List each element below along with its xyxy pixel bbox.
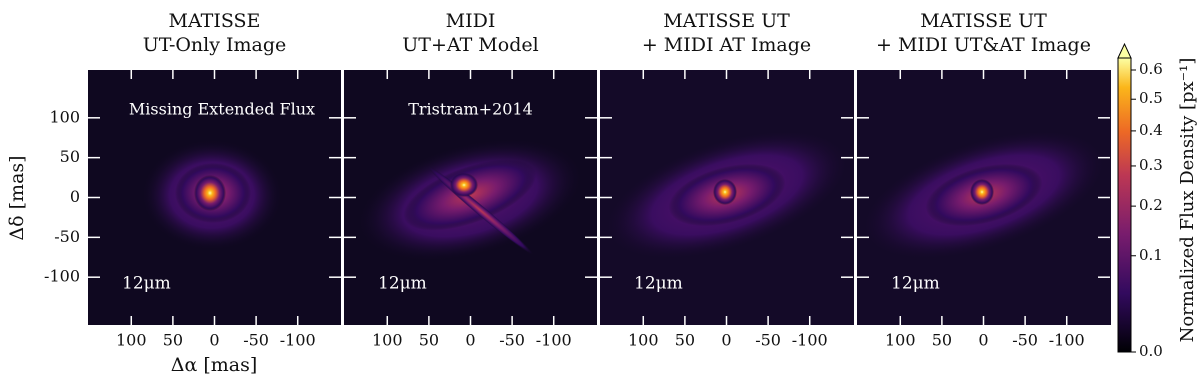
images bbox=[88, 70, 1111, 325]
annotation: Tristram+2014 bbox=[408, 100, 533, 119]
x-tick-label: -50 bbox=[755, 331, 781, 350]
x-axis-label: Δα [mas] bbox=[171, 354, 258, 376]
y-tick-label: 50 bbox=[60, 147, 80, 166]
y-axis-label: Δδ [mas] bbox=[6, 155, 28, 240]
x-tick-label: 100 bbox=[628, 331, 659, 350]
x-tick-label: 50 bbox=[932, 331, 952, 350]
x-tick-label: -100 bbox=[280, 331, 316, 350]
colorbar-tick-label: 0.3 bbox=[1139, 156, 1163, 174]
y-tick-label: -50 bbox=[54, 227, 80, 246]
x-tick-label: 0 bbox=[978, 331, 988, 350]
x-tick-label: 0 bbox=[721, 331, 731, 350]
x-tick-label: -50 bbox=[499, 331, 525, 350]
x-tick-label: 50 bbox=[675, 331, 695, 350]
x-tick-label: 100 bbox=[885, 331, 916, 350]
colorbar-tick-label: 0.2 bbox=[1139, 196, 1163, 214]
image-panel bbox=[88, 70, 341, 325]
y-tick-label: -100 bbox=[44, 267, 80, 286]
panel-title: + MIDI AT Image bbox=[642, 34, 811, 56]
annotation: Missing Extended Flux bbox=[129, 100, 315, 119]
x-tick-label: 50 bbox=[419, 331, 439, 350]
colorbar-extend bbox=[1117, 42, 1132, 59]
y-tick-label: 0 bbox=[70, 187, 80, 206]
colorbar-tick-label: 0.6 bbox=[1139, 60, 1163, 78]
colorbar bbox=[1117, 57, 1132, 353]
wavelength-label: 12μm bbox=[122, 274, 171, 294]
x-tick-label: 100 bbox=[116, 331, 147, 350]
x-tick-label: 0 bbox=[209, 331, 219, 350]
panel-title: MIDI bbox=[446, 10, 496, 32]
image-panel bbox=[600, 70, 854, 325]
colorbar-tick-label: 0.0 bbox=[1139, 342, 1163, 360]
x-tick-label: -50 bbox=[1012, 331, 1038, 350]
wavelength-label: 12μm bbox=[378, 274, 427, 294]
x-tick-label: 0 bbox=[465, 331, 475, 350]
image-panel bbox=[857, 70, 1111, 325]
x-tick-label: -50 bbox=[243, 331, 269, 350]
image-panel bbox=[344, 70, 597, 325]
y-tick-label: 100 bbox=[49, 107, 80, 126]
x-tick-label: 50 bbox=[163, 331, 183, 350]
panel-title: MATISSE UT bbox=[663, 10, 790, 32]
wavelength-label: 12μm bbox=[891, 274, 940, 294]
panel-title: + MIDI UT&AT Image bbox=[876, 34, 1091, 56]
colorbar-label: Normalized Flux Density [px⁻¹] bbox=[1177, 58, 1198, 343]
panel-title: UT+AT Model bbox=[402, 34, 538, 56]
colorbar-tick-label: 0.1 bbox=[1139, 246, 1163, 264]
x-tick-label: 100 bbox=[372, 331, 403, 350]
x-tick-label: -100 bbox=[536, 331, 572, 350]
colorbar-tick-label: 0.4 bbox=[1139, 121, 1163, 139]
panel-title: MATISSE bbox=[169, 10, 261, 32]
x-tick-label: -100 bbox=[792, 331, 828, 350]
panel-title: UT-Only Image bbox=[143, 34, 287, 56]
panel-title: MATISSE UT bbox=[920, 10, 1047, 32]
wavelength-label: 12μm bbox=[634, 274, 683, 294]
x-tick-label: -100 bbox=[1049, 331, 1085, 350]
colorbar-tick-label: 0.5 bbox=[1139, 89, 1163, 107]
